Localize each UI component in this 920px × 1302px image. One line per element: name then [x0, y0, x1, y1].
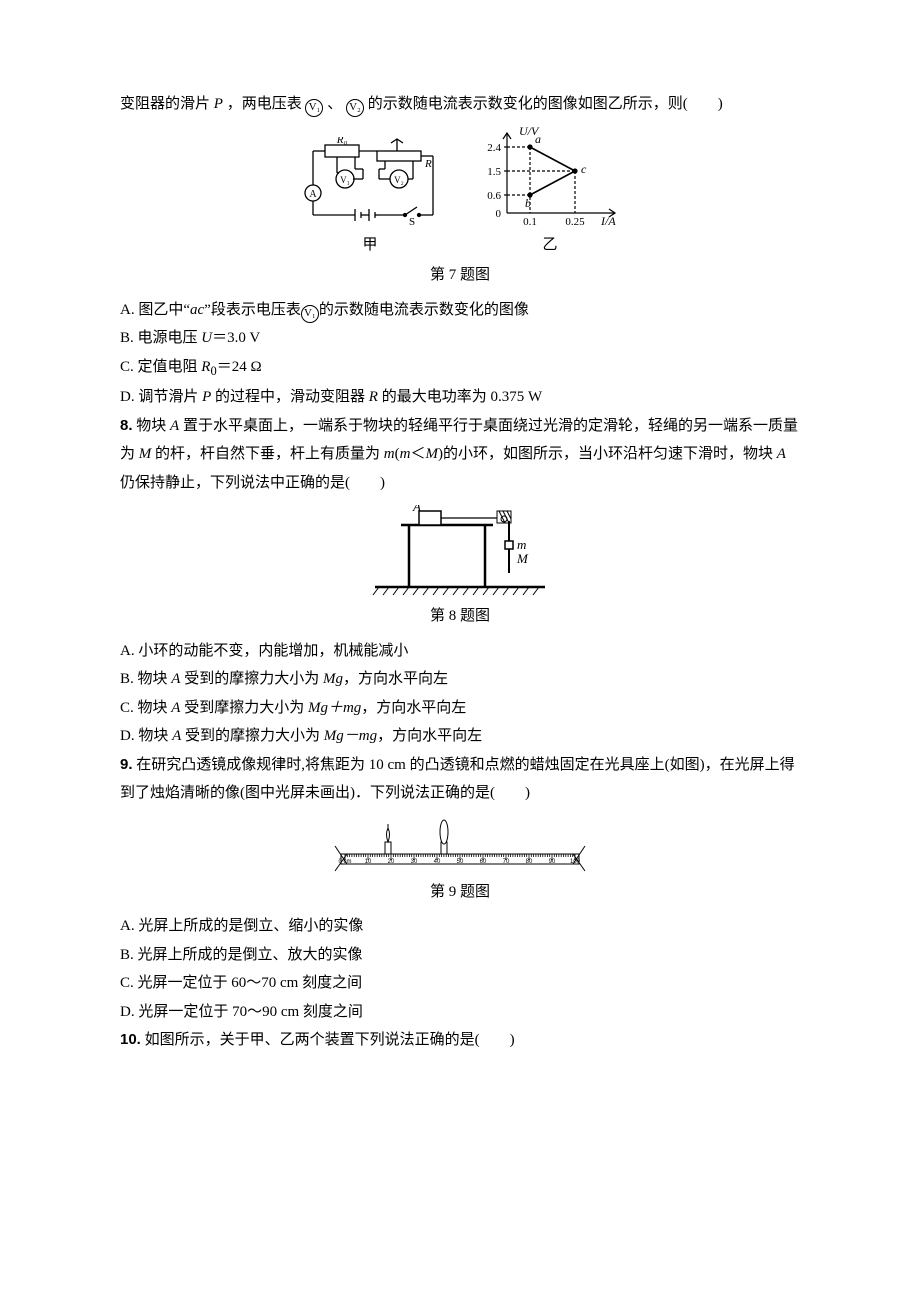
q9-svg: 0 cm 10 20 30 40 50 60 70 80 90 100	[325, 816, 595, 876]
q9-num: 9.	[120, 756, 133, 773]
v2-icon: V₂	[346, 99, 364, 117]
svg-text:M: M	[516, 551, 529, 566]
q8-optD: D. 物块 A 受到的摩擦力大小为 Mg－mg，方向水平向左	[120, 722, 800, 751]
q7-circuit: R₀ P R	[295, 137, 445, 260]
svg-text:0.25: 0.25	[565, 216, 585, 227]
text: ，两电压表	[227, 96, 302, 112]
q7-optA: A. 图乙中“ac”段表示电压表V₁的示数随电流表示数变化的图像	[120, 296, 800, 325]
svg-text:S: S	[409, 216, 415, 227]
v1-icon: V₁	[301, 305, 319, 323]
caption-yi: 乙	[542, 231, 557, 260]
q8-caption: 第 8 题图	[120, 602, 800, 631]
q10-stem: 10. 如图所示，关于甲、乙两个装置下列说法正确的是( )	[120, 1026, 800, 1055]
svg-text:c: c	[581, 162, 587, 176]
svg-text:I/A: I/A	[600, 214, 616, 227]
circuit-svg: R₀ P R	[295, 137, 445, 227]
svg-text:90: 90	[549, 859, 556, 865]
svg-text:80: 80	[526, 859, 533, 865]
q7-figure: R₀ P R	[120, 127, 800, 260]
svg-text:20: 20	[388, 859, 395, 865]
svg-text:P: P	[392, 137, 400, 140]
q8-svg: A m M	[365, 505, 555, 600]
svg-text:m: m	[517, 537, 526, 552]
svg-text:b: b	[525, 196, 531, 210]
svg-text:2.4: 2.4	[487, 142, 501, 154]
svg-text:R₀: R₀	[336, 137, 348, 146]
q7-chart: U/V I/A 2.4 1.5 0.6 0 0.1 0.25	[475, 127, 625, 260]
q7-optB: B. 电源电压 U＝3.0 V	[120, 324, 800, 353]
q8-optB: B. 物块 A 受到的摩擦力大小为 Mg，方向水平向左	[120, 665, 800, 694]
caption-jia: 甲	[362, 231, 377, 260]
q9-optC: C. 光屏一定位于 60～70 cm 刻度之间	[120, 969, 800, 998]
q9-figure: 0 cm 10 20 30 40 50 60 70 80 90 100	[120, 816, 800, 876]
q9-stem: 9. 在研究凸透镜成像规律时,将焦距为 10 cm 的凸透镜和点燃的蜡烛固定在光…	[120, 751, 800, 808]
svg-text:30: 30	[411, 859, 418, 865]
svg-text:1.5: 1.5	[487, 166, 501, 178]
chart-svg: U/V I/A 2.4 1.5 0.6 0 0.1 0.25	[475, 127, 625, 227]
q8-stem: 8. 物块 A 置于水平桌面上，一端系于物块的轻绳平行于桌面绕过光滑的定滑轮，轻…	[120, 412, 800, 498]
svg-text:0 cm: 0 cm	[338, 859, 351, 865]
q10-num: 10.	[120, 1031, 141, 1048]
q7-optD: D. 调节滑片 P 的过程中，滑动变阻器 R 的最大电功率为 0.375 W	[120, 383, 800, 412]
v1-icon: V₁	[305, 99, 323, 117]
svg-text:A: A	[309, 189, 317, 200]
q8-num: 8.	[120, 417, 133, 434]
q8-figure: A m M	[120, 505, 800, 600]
q8-optA: A. 小环的动能不变，内能增加，机械能减小	[120, 637, 800, 666]
q7-optC: C. 定值电阻 R0＝24 Ω	[120, 353, 800, 384]
svg-text:70: 70	[503, 859, 510, 865]
text: 的示数随电流表示数变化的图像如图乙所示，则( )	[368, 96, 723, 112]
svg-text:A: A	[412, 505, 421, 514]
text: 、	[327, 96, 342, 112]
svg-text:0.6: 0.6	[487, 190, 501, 202]
svg-text:50: 50	[457, 859, 464, 865]
svg-text:V₁: V₁	[340, 175, 350, 185]
svg-text:0: 0	[496, 208, 502, 220]
svg-text:100: 100	[570, 859, 581, 865]
q9-caption: 第 9 题图	[120, 878, 800, 907]
q8-optC: C. 物块 A 受到摩擦力大小为 Mg＋mg，方向水平向左	[120, 694, 800, 723]
svg-text:R: R	[424, 158, 432, 170]
var-P: P	[214, 96, 223, 112]
svg-text:10: 10	[365, 859, 372, 865]
svg-text:60: 60	[480, 859, 487, 865]
q9-optD: D. 光屏一定位于 70～90 cm 刻度之间	[120, 998, 800, 1027]
svg-text:40: 40	[434, 859, 441, 865]
q7-caption: 第 7 题图	[120, 261, 800, 290]
text: 变阻器的滑片	[120, 96, 210, 112]
svg-text:0.1: 0.1	[523, 216, 537, 227]
q7-intro: 变阻器的滑片 P ，两电压表 V₁ 、 V₂ 的示数随电流表示数变化的图像如图乙…	[120, 90, 800, 119]
q9-optB: B. 光屏上所成的是倒立、放大的实像	[120, 941, 800, 970]
svg-text:V₂: V₂	[394, 175, 404, 185]
q9-optA: A. 光屏上所成的是倒立、缩小的实像	[120, 912, 800, 941]
svg-text:a: a	[535, 132, 541, 146]
